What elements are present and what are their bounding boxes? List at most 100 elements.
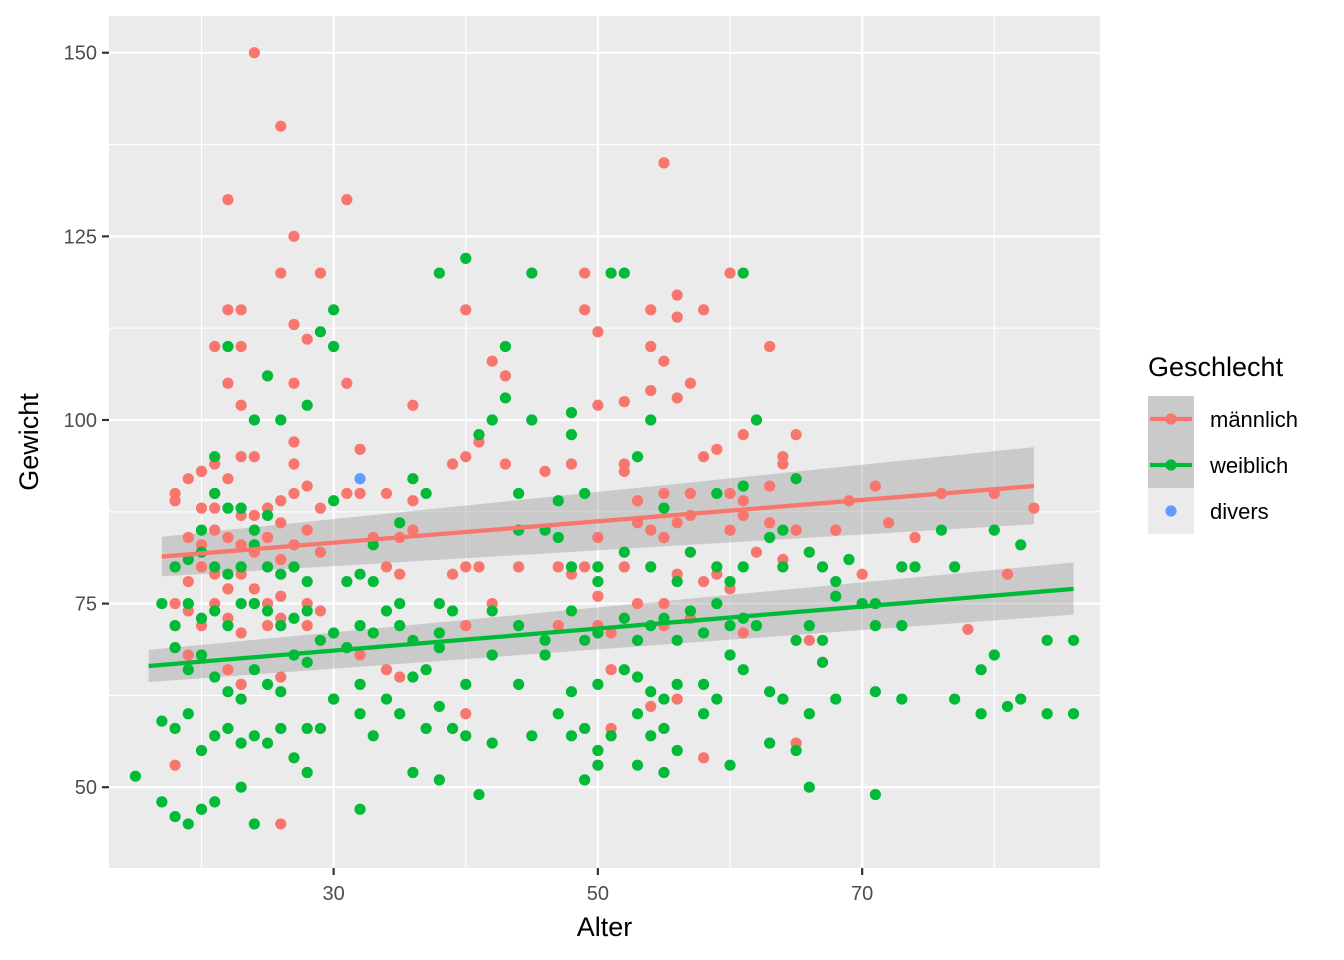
data-point-weiblich [275, 686, 287, 698]
data-point-männlich [275, 671, 287, 683]
data-point-weiblich [288, 752, 300, 764]
data-point-weiblich [526, 414, 538, 426]
data-point-männlich [354, 443, 366, 455]
data-point-weiblich [460, 252, 472, 264]
data-point-männlich [869, 480, 881, 492]
data-point-weiblich [526, 730, 538, 742]
legend-label: weiblich [1209, 453, 1288, 478]
data-point-männlich [222, 664, 234, 676]
data-point-männlich [195, 561, 208, 573]
data-point-weiblich [618, 546, 630, 558]
data-point-weiblich [552, 531, 564, 544]
data-point-männlich [724, 267, 736, 279]
data-point-weiblich [209, 605, 221, 617]
data-point-männlich [473, 561, 485, 573]
data-point-weiblich [1015, 539, 1027, 551]
data-point-weiblich [658, 766, 670, 779]
data-point-männlich [169, 597, 181, 610]
data-point-männlich [579, 304, 591, 316]
data-point-männlich [394, 568, 406, 580]
data-point-weiblich [803, 781, 815, 793]
data-point-weiblich [975, 664, 987, 676]
data-point-männlich [288, 487, 300, 500]
data-point-weiblich [261, 509, 274, 522]
data-point-weiblich [301, 656, 313, 668]
data-point-weiblich [380, 605, 393, 617]
data-point-weiblich [592, 759, 604, 771]
data-point-weiblich [367, 627, 379, 639]
data-point-weiblich [764, 737, 776, 749]
data-point-weiblich [592, 744, 604, 757]
data-point-weiblich [605, 267, 617, 279]
data-point-weiblich [248, 730, 260, 742]
data-point-weiblich [314, 722, 327, 735]
data-point-männlich [314, 267, 327, 279]
data-point-männlich [275, 120, 287, 132]
data-point-männlich [698, 451, 710, 463]
data-point-weiblich [631, 451, 644, 463]
data-point-weiblich [552, 495, 564, 507]
data-point-weiblich [169, 810, 181, 823]
data-point-männlich [460, 304, 472, 316]
data-point-weiblich [182, 664, 194, 676]
data-point-männlich [182, 649, 194, 661]
data-point-männlich [446, 568, 459, 580]
data-point-weiblich [367, 539, 379, 551]
data-point-weiblich [1041, 708, 1053, 720]
data-point-männlich [539, 465, 551, 477]
data-point-weiblich [235, 502, 247, 514]
data-point-weiblich [222, 620, 234, 632]
trend-lines [148, 483, 1074, 669]
data-point-männlich [301, 620, 313, 632]
data-point-männlich [579, 561, 591, 573]
data-point-männlich [645, 700, 657, 713]
data-point-weiblich [565, 686, 578, 698]
data-point-weiblich [565, 561, 578, 573]
data-point-männlich [314, 502, 327, 514]
data-point-männlich [314, 546, 327, 558]
data-point-weiblich [724, 759, 736, 771]
data-point-männlich [235, 539, 247, 551]
data-point-weiblich [975, 708, 987, 720]
data-point-weiblich [288, 612, 300, 624]
data-point-männlich [288, 436, 300, 448]
data-point-männlich [592, 399, 604, 411]
data-point-weiblich [248, 818, 260, 830]
data-point-weiblich [328, 340, 340, 353]
data-point-weiblich [869, 788, 881, 801]
data-point-männlich [552, 561, 564, 573]
data-point-weiblich [367, 575, 379, 588]
data-point-weiblich [671, 634, 683, 646]
data-point-weiblich [235, 597, 247, 610]
data-point-männlich [605, 664, 617, 676]
data-point-weiblich [896, 620, 908, 632]
data-point-weiblich [248, 414, 260, 426]
data-point-männlich [830, 524, 842, 536]
data-point-männlich [671, 289, 683, 301]
data-point-männlich [222, 583, 234, 595]
x-axis-title: Alter [577, 912, 633, 942]
data-point-weiblich [790, 473, 802, 485]
data-point-männlich [671, 693, 683, 705]
data-point-weiblich [275, 722, 287, 735]
data-point-weiblich [777, 693, 789, 705]
data-point-weiblich [830, 693, 842, 705]
data-point-männlich [261, 531, 274, 544]
data-point-weiblich [248, 664, 260, 676]
data-point-weiblich [803, 546, 815, 558]
data-point-männlich [341, 487, 353, 500]
data-point-männlich [724, 487, 736, 500]
data-point-männlich [222, 377, 234, 389]
data-point-männlich [803, 634, 815, 646]
data-point-männlich [737, 509, 749, 522]
data-point-männlich [790, 524, 802, 536]
data-point-weiblich [671, 744, 683, 757]
y-tick-label: 125 [64, 226, 97, 248]
data-point-männlich [631, 597, 644, 610]
data-point-männlich [209, 502, 221, 514]
data-point-weiblich [328, 495, 340, 507]
data-point-weiblich [565, 730, 578, 742]
data-point-männlich [671, 517, 683, 529]
data-point-weiblich [777, 524, 789, 536]
data-point-männlich [182, 575, 194, 588]
